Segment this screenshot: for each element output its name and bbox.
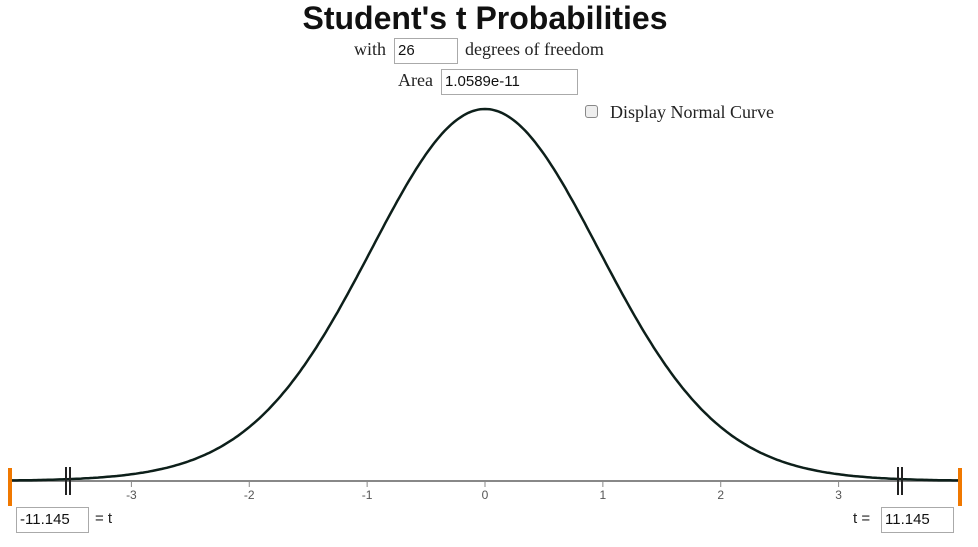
density-curve [9,107,961,482]
normal-label[interactable]: Display Normal Curve [610,102,774,122]
df-input[interactable]: 26 [394,38,458,64]
area-input[interactable]: 1.0589e-11 [441,69,578,95]
area-label: Area [398,70,433,90]
upper-t-input[interactable]: 11.145 [881,507,954,533]
x-tick-label: 2 [717,488,724,502]
df-before: with [354,39,387,59]
x-tick-label: -3 [126,488,137,502]
x-tick-label: 1 [600,488,607,502]
upper-prefix: t = [853,510,871,527]
x-tick-label: -1 [362,488,373,502]
normal-checkbox[interactable] [585,105,598,118]
x-tick-label: 3 [835,488,842,502]
x-tick-label: 0 [482,488,489,502]
lower-t-input[interactable]: -11.145 [16,507,89,533]
lower-suffix: = t [95,510,113,527]
title: Student's t Probabilities [302,0,668,36]
x-tick-label: -2 [244,488,255,502]
df-after: degrees of freedom [465,39,604,59]
